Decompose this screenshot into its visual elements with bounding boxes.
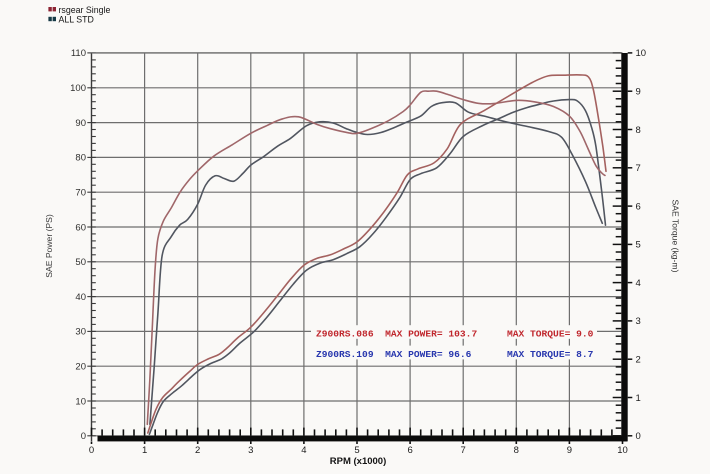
svg-text:ALL STD: ALL STD — [59, 15, 94, 25]
svg-text:5: 5 — [636, 240, 641, 251]
svg-text:50: 50 — [75, 257, 86, 268]
svg-text:3: 3 — [248, 445, 253, 456]
svg-text:40: 40 — [75, 292, 86, 303]
svg-text:7: 7 — [461, 445, 466, 456]
svg-text:8: 8 — [636, 125, 641, 136]
svg-text:rsgear Single: rsgear Single — [59, 5, 111, 15]
svg-text:1: 1 — [636, 393, 641, 404]
svg-text:90: 90 — [75, 118, 86, 129]
svg-text:0: 0 — [636, 431, 641, 442]
svg-text:70: 70 — [75, 188, 86, 199]
svg-text:80: 80 — [75, 153, 86, 164]
svg-text:Z900RS.086 MAX POWER= 103.7: Z900RS.086 MAX POWER= 103.7 — [316, 329, 477, 340]
svg-text:MAX TORQUE= 8.7: MAX TORQUE= 8.7 — [507, 349, 594, 360]
svg-text:2: 2 — [195, 445, 200, 456]
svg-text:110: 110 — [71, 48, 86, 59]
svg-text:60: 60 — [75, 222, 86, 233]
svg-text:SAE Torque (kg-m): SAE Torque (kg-m) — [671, 200, 681, 273]
svg-text:10: 10 — [617, 445, 628, 456]
svg-text:20: 20 — [75, 362, 86, 373]
svg-text:100: 100 — [70, 83, 86, 94]
svg-text:10: 10 — [75, 396, 86, 407]
svg-text:6: 6 — [407, 445, 412, 456]
svg-text:0: 0 — [81, 431, 86, 442]
svg-text:3: 3 — [636, 316, 641, 327]
svg-text:2: 2 — [636, 355, 641, 366]
svg-text:30: 30 — [75, 327, 86, 338]
svg-text:0: 0 — [89, 445, 94, 456]
svg-text:RPM (x1000): RPM (x1000) — [330, 456, 387, 467]
svg-text:9: 9 — [636, 87, 641, 98]
svg-text:10: 10 — [636, 48, 647, 59]
svg-text:1: 1 — [142, 445, 147, 456]
svg-text:4: 4 — [301, 445, 306, 456]
svg-text:SAE Power (PS): SAE Power (PS) — [44, 214, 54, 278]
svg-text:MAX TORQUE= 9.0: MAX TORQUE= 9.0 — [507, 329, 594, 340]
svg-text:Z900RS.109 MAX POWER= 96.6: Z900RS.109 MAX POWER= 96.6 — [316, 349, 472, 360]
svg-text:7: 7 — [636, 163, 641, 174]
svg-text:5: 5 — [354, 445, 359, 456]
svg-text:4: 4 — [636, 278, 641, 289]
svg-text:6: 6 — [636, 201, 641, 212]
svg-text:8: 8 — [514, 445, 519, 456]
svg-text:9: 9 — [567, 445, 572, 456]
